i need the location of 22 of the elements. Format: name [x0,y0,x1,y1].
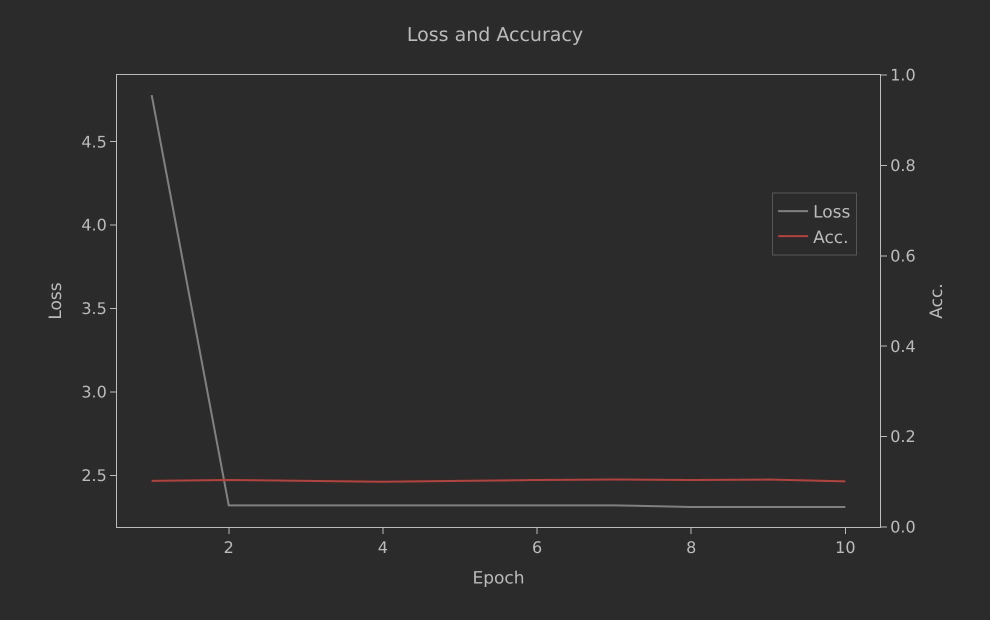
y-tick-label: 2.5 [81,466,107,485]
chart-title: Loss and Accuracy [406,24,584,46]
y2-tick-label: 0.8 [890,156,916,175]
x-tick-label: 4 [378,538,388,558]
x-tick-label: 6 [532,538,542,558]
y2-tick-label: 1.0 [890,66,916,85]
y-tick-label: 4.0 [81,216,107,235]
y-tick-label: 3.0 [81,382,107,402]
y-tick-label: 4.5 [81,132,107,152]
y2-tick-label: 0.4 [890,336,916,356]
x-axis-title: Epoch [472,568,525,589]
y2-tick-label: 0.0 [890,518,916,537]
legend-label: Loss [813,202,851,223]
x-tick-label: 2 [224,538,234,558]
y-axis-title: Loss [46,282,66,320]
y2-tick-label: 0.6 [890,246,916,266]
y-tick-label: 3.5 [81,299,107,318]
y2-tick-label: 0.2 [890,427,916,446]
x-tick-label: 8 [686,538,696,558]
y2-axis-title: Acc. [927,283,948,319]
x-tick-label: 10 [835,538,856,558]
legend-label: Acc. [813,228,849,248]
